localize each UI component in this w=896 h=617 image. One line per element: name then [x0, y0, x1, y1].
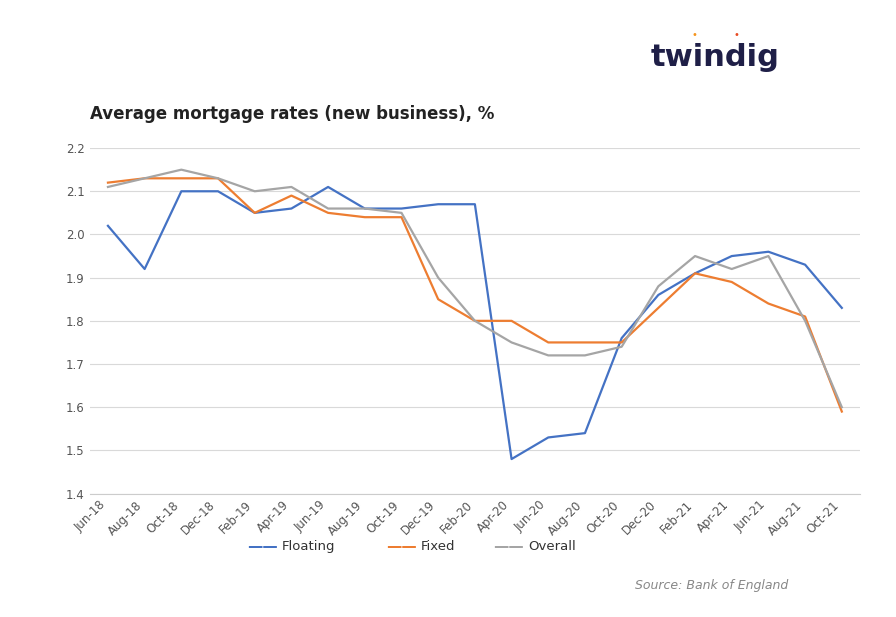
Text: ——: —— — [386, 539, 417, 553]
Text: Average mortgage rates (new business), %: Average mortgage rates (new business), % — [90, 106, 494, 123]
Text: ——: —— — [494, 539, 524, 553]
Text: Fixed: Fixed — [421, 539, 456, 553]
Text: •: • — [734, 30, 739, 40]
Text: •: • — [692, 30, 697, 40]
Text: Source: Bank of England: Source: Bank of England — [635, 579, 788, 592]
Text: Overall: Overall — [529, 539, 576, 553]
Text: Floating: Floating — [282, 539, 336, 553]
Text: ——: —— — [247, 539, 278, 553]
Text: twindig: twindig — [650, 43, 780, 72]
